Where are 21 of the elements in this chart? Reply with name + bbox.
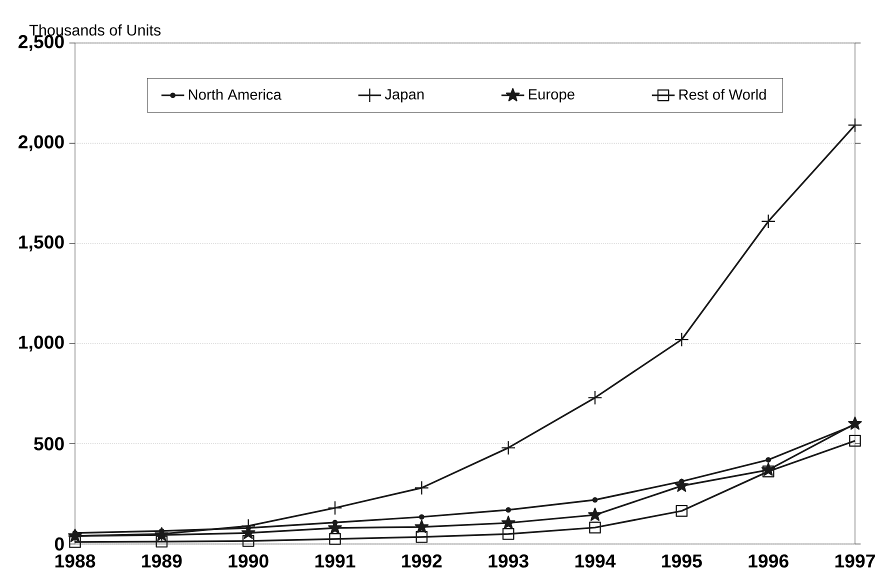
x-tick-label: 1996 (748, 554, 788, 568)
legend-label: North America (188, 89, 282, 100)
y-tick-label: 1,500 (19, 235, 64, 252)
y-tick-label: 0 (54, 537, 64, 551)
x-tick-label: 1989 (142, 554, 182, 568)
legend-label: Rest of World (679, 89, 766, 100)
y-axis-title: Thousands of Units (29, 24, 161, 36)
x-tick-label: 1991 (315, 554, 356, 568)
y-tick-label: 2,000 (18, 135, 64, 152)
x-tick-label: 1994 (575, 554, 616, 568)
x-tick-label: 1997 (835, 554, 875, 568)
legend-label: Europe (528, 89, 574, 102)
x-tick-label: 1995 (662, 554, 702, 568)
y-tick-label: 500 (34, 437, 64, 450)
x-tick-label: 1992 (402, 554, 442, 568)
x-tick-label: 1988 (55, 554, 96, 568)
x-tick-label: 1993 (488, 554, 528, 568)
y-tick-label: 1,000 (19, 336, 64, 352)
x-tick-label: 1990 (228, 554, 268, 568)
legend-label: Japan (384, 89, 424, 102)
y-tick-label: 2,500 (18, 35, 64, 51)
